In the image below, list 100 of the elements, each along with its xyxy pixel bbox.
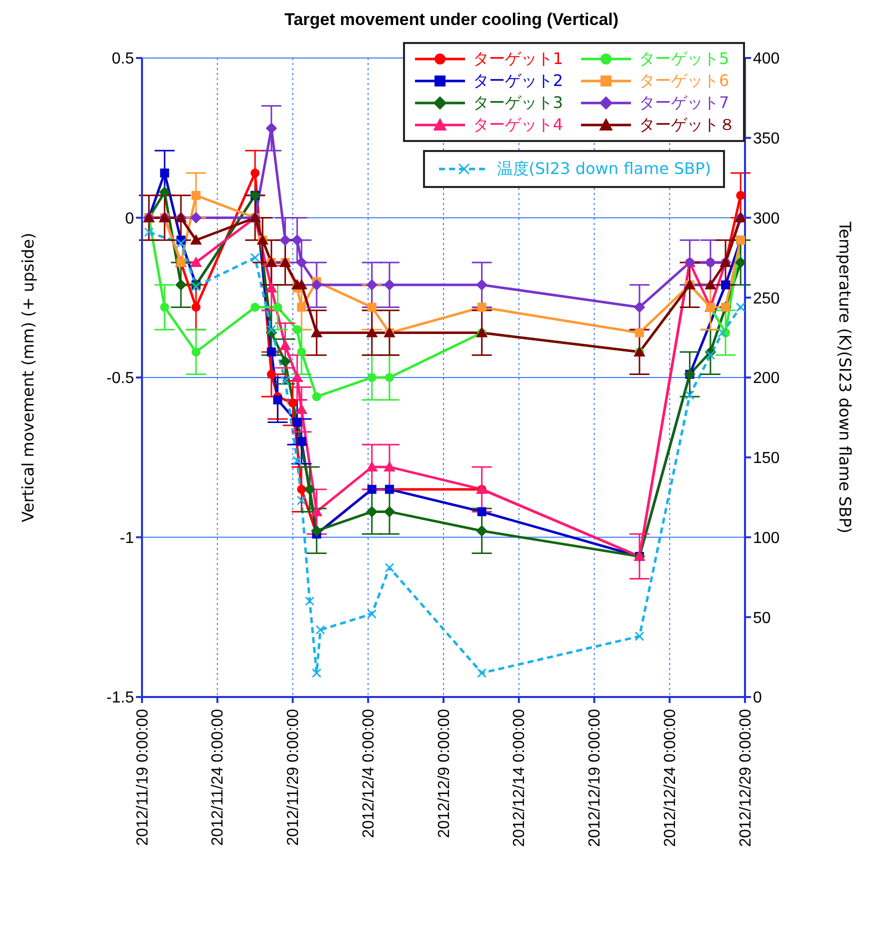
legend-label: ターゲット1 xyxy=(472,48,563,70)
point xyxy=(160,168,170,178)
point xyxy=(192,190,201,200)
y2-tick-label: 250 xyxy=(753,290,780,308)
point xyxy=(367,609,377,619)
legend-label: ターゲット4 xyxy=(472,114,563,136)
legend-label: ターゲット5 xyxy=(639,48,730,70)
x-tick-label: 2012/12/14 0:00:00 xyxy=(511,708,528,847)
x-tick-label: 2012/11/19 0:00:00 xyxy=(134,708,152,846)
point xyxy=(312,668,322,678)
point xyxy=(273,395,282,404)
point xyxy=(190,234,202,245)
point xyxy=(280,234,291,246)
legend-label: 温度(SI23 down flame SBP) xyxy=(496,158,712,180)
point xyxy=(316,625,326,635)
y-tick-label: -1 xyxy=(120,530,134,547)
y2-tick-label: 300 xyxy=(753,210,780,228)
point xyxy=(190,256,202,267)
point xyxy=(311,525,322,536)
point xyxy=(477,302,486,312)
point xyxy=(304,484,316,495)
chart-title: Target movement under cooling (Vertical) xyxy=(283,10,620,30)
point xyxy=(718,328,728,338)
point xyxy=(288,398,298,408)
y-axis-title: Vertical movement (mm) (+ upside) xyxy=(18,232,38,522)
x-tick-label: 2012/12/4 0:00:00 xyxy=(360,708,378,838)
point xyxy=(273,302,282,312)
point xyxy=(304,596,314,606)
point xyxy=(384,461,395,472)
point xyxy=(634,302,645,313)
y-tick-label: 0.5 xyxy=(112,50,134,68)
y2-tick-label: 50 xyxy=(753,610,771,627)
point xyxy=(367,302,376,312)
point xyxy=(384,506,395,518)
point xyxy=(477,507,486,516)
point xyxy=(721,280,730,290)
point xyxy=(684,390,694,400)
point xyxy=(634,632,644,642)
point xyxy=(296,256,308,268)
point xyxy=(292,325,302,334)
legend-label: ターゲット８ xyxy=(639,114,735,136)
point xyxy=(266,370,276,379)
legend-label: ターゲット7 xyxy=(639,92,730,114)
x-tick-label: 2012/11/29 0:00:00 xyxy=(285,708,302,846)
legend-box: 温度(SI23 down flame SBP) xyxy=(422,150,726,188)
point xyxy=(176,238,186,248)
x-tick-label: 2012/12/29 0:00:00 xyxy=(737,708,754,847)
point xyxy=(366,506,378,518)
point xyxy=(292,418,302,427)
point xyxy=(297,302,306,312)
legend-label: ターゲット2 xyxy=(472,70,563,92)
point xyxy=(311,327,322,338)
legend-label: ターゲット3 xyxy=(472,92,563,114)
legend-label: ターゲット6 xyxy=(639,70,730,92)
y2-tick-label: 0 xyxy=(753,690,762,707)
point xyxy=(366,461,378,472)
point xyxy=(296,279,308,290)
y2-tick-label: 350 xyxy=(753,130,780,148)
point xyxy=(477,668,487,678)
point xyxy=(296,496,306,506)
x-tick-label: 2012/12/9 0:00:00 xyxy=(436,708,453,838)
point xyxy=(250,168,260,178)
y2-axis-title: Temperature (K)(SI23 down flame SBP) xyxy=(835,220,854,534)
point xyxy=(250,302,260,312)
point xyxy=(250,252,260,262)
point xyxy=(311,506,322,516)
point xyxy=(366,279,378,290)
point xyxy=(704,279,716,290)
point xyxy=(312,392,322,402)
point xyxy=(296,404,308,414)
point xyxy=(297,436,306,446)
point xyxy=(266,324,276,334)
point xyxy=(192,347,201,356)
point xyxy=(292,456,302,466)
point xyxy=(160,302,170,312)
point xyxy=(266,282,277,293)
point xyxy=(175,279,186,290)
point xyxy=(192,302,201,312)
point xyxy=(280,376,290,386)
point xyxy=(384,373,394,382)
y-tick-label: 0 xyxy=(125,210,134,228)
y2-tick-label: 400 xyxy=(753,50,780,68)
y2-tick-label: 150 xyxy=(753,450,780,468)
point xyxy=(736,302,745,312)
point xyxy=(384,279,395,290)
point xyxy=(706,350,716,360)
point xyxy=(476,279,488,290)
y2-tick-label: 200 xyxy=(753,370,780,388)
y-tick-label: -0.5 xyxy=(106,370,134,388)
y-tick-label: -1.5 xyxy=(106,690,134,707)
point xyxy=(144,227,154,237)
point xyxy=(311,279,322,290)
point xyxy=(384,562,394,572)
y2-tick-label: 100 xyxy=(753,530,780,547)
point xyxy=(735,256,745,268)
point xyxy=(266,122,277,134)
point xyxy=(292,234,303,246)
point xyxy=(367,373,376,382)
point xyxy=(366,327,378,338)
point xyxy=(292,372,303,382)
